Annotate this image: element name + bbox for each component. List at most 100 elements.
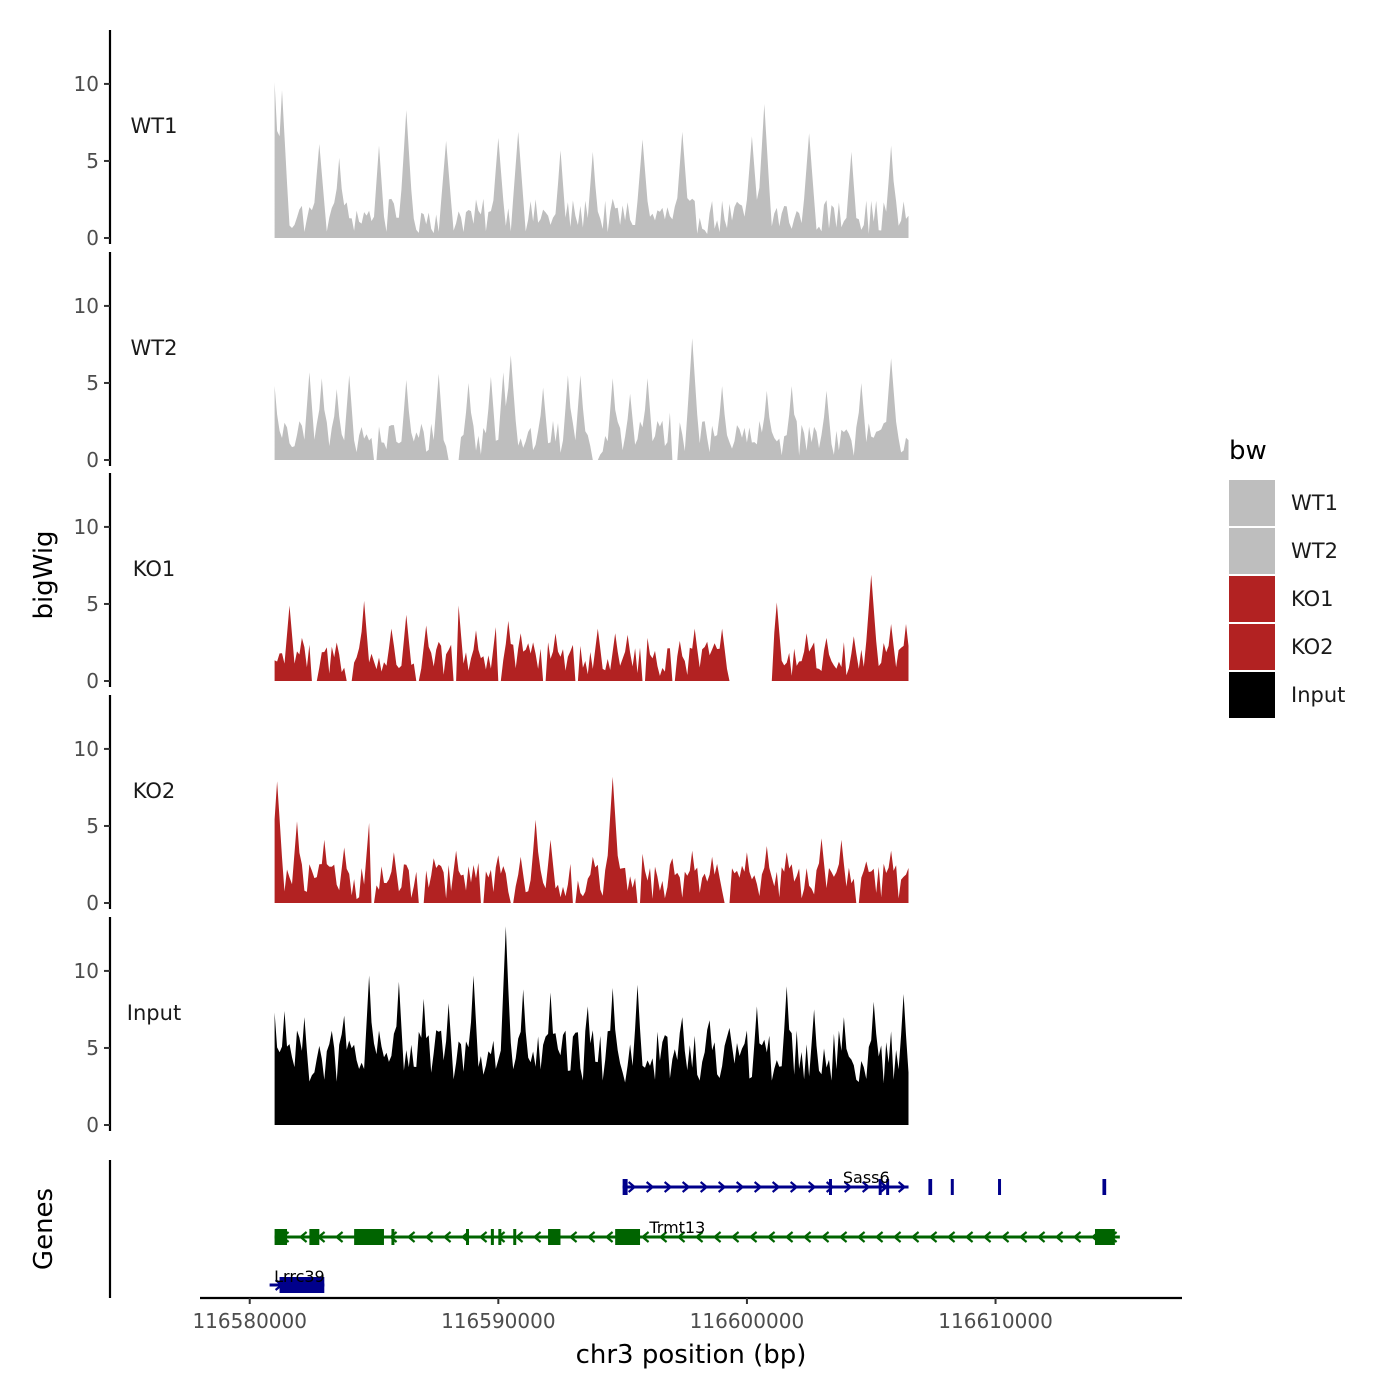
legend-label: Input [1291,683,1345,707]
y-tick-label: 0 [86,1113,99,1137]
x-tick-label: 116610000 [938,1309,1053,1333]
strand-arrow [838,1231,848,1243]
strand-arrow [298,1231,308,1243]
coverage-area-wt2 [274,338,909,460]
x-tick-label: 116600000 [690,1309,805,1333]
exon [998,1179,1002,1195]
legend-label: WT2 [1291,539,1338,563]
exon [391,1229,395,1245]
strand-arrow [892,1231,902,1243]
track-input: 0 5 10 Input [74,917,909,1137]
strand-arrow [748,1231,758,1243]
strand-arrow [982,1231,992,1243]
strand-arrow [514,1231,524,1243]
exon [1102,1179,1107,1195]
exon [828,1179,832,1195]
strand-arrow [789,1181,799,1193]
exon [1094,1229,1115,1245]
coverage-area-wt1 [274,82,909,239]
strand-arrow [604,1231,614,1243]
coverage-area-input [274,926,909,1125]
y-axis-title: bigWig [29,530,59,619]
strand-arrow [807,1181,817,1193]
legend-item-input: Input [1229,672,1345,718]
strand-arrow [478,1231,488,1243]
exon [466,1229,470,1245]
exon [279,1277,325,1293]
track-label-input: Input [127,1001,181,1025]
strand-arrow [334,1231,344,1243]
strand-arrow [766,1231,776,1243]
gene-trmt13: Trmt13 [274,1218,1120,1245]
exon [615,1229,641,1245]
exon [928,1179,933,1195]
strand-arrow [406,1231,416,1243]
strand-arrow [735,1181,745,1193]
y-tick-label: 5 [86,592,99,616]
legend-swatch [1229,672,1275,718]
x-axis-title: chr3 position (bp) [576,1340,807,1370]
gene-lrrc39: Lrrc39 [269,1267,325,1293]
genes-axis-title: Genes [29,1188,59,1270]
strand-arrow [699,1181,709,1193]
exon [878,1179,882,1195]
track-wt1: 0 5 10 WT1 [74,30,909,250]
track-ko1: 0 5 10 KO1 [74,473,909,693]
gene-label-trmt13: Trmt13 [648,1218,705,1237]
strand-arrow [717,1181,727,1193]
track-label-wt1: WT1 [131,114,178,138]
legend-label: KO2 [1291,635,1334,659]
strand-arrow [730,1231,740,1243]
legend-title: bw [1229,436,1267,466]
gene-sass6: Sass6 [622,1168,1107,1195]
strand-arrow [1072,1231,1082,1243]
y-tick-label: 10 [74,294,99,318]
coverage-area-ko2 [274,776,909,903]
strand-arrow [820,1231,830,1243]
strand-arrow [964,1231,974,1243]
y-tick-label: 5 [86,149,99,173]
y-tick-label: 0 [86,448,99,472]
x-tick-label: 116580000 [192,1309,307,1333]
strand-arrow [802,1231,812,1243]
y-tick-label: 10 [74,72,99,96]
y-tick-label: 10 [74,737,99,761]
strand-arrow [784,1231,794,1243]
strand-arrow [753,1181,763,1193]
x-axis: 116580000 116590000 116600000 116610000 [192,1296,1182,1333]
legend-item-wt1: WT1 [1229,480,1338,526]
strand-arrow [712,1231,722,1243]
legend-swatch [1229,528,1275,574]
strand-arrow [1018,1231,1028,1243]
exon [548,1229,561,1245]
strand-arrow [658,1231,668,1243]
gene-label-sass6: Sass6 [843,1168,890,1187]
y-tick-label: 0 [86,669,99,693]
exon [886,1179,890,1195]
x-tick-label: 116590000 [441,1309,556,1333]
y-tick-label: 5 [86,814,99,838]
coverage-tracks: 0 5 10 WT1 0 5 10 WT2 0 5 10 KO1 0 5 10 KO2 0 5 10 Input [74,30,909,1137]
strand-arrow [645,1181,655,1193]
strand-arrow [694,1231,704,1243]
legend-item-wt2: WT2 [1229,528,1338,574]
y-tick-label: 5 [86,1036,99,1060]
exon [354,1229,384,1245]
legend-item-ko1: KO1 [1229,576,1334,622]
track-ko2: 0 5 10 KO2 [74,695,909,915]
y-tick-label: 10 [74,959,99,983]
legend-label: WT1 [1291,491,1338,515]
y-tick-label: 0 [86,891,99,915]
y-tick-label: 0 [86,226,99,250]
strand-arrow [676,1231,686,1243]
strand-arrow [897,1181,907,1193]
strand-arrow [1036,1231,1046,1243]
exon [498,1229,502,1245]
strand-arrow [442,1231,452,1243]
strand-arrow [843,1181,853,1193]
strand-arrow [568,1231,578,1243]
legend: bw WT1 WT2 KO1 KO2 Input [1229,436,1345,718]
legend-item-ko2: KO2 [1229,624,1334,670]
strand-arrow [640,1231,650,1243]
